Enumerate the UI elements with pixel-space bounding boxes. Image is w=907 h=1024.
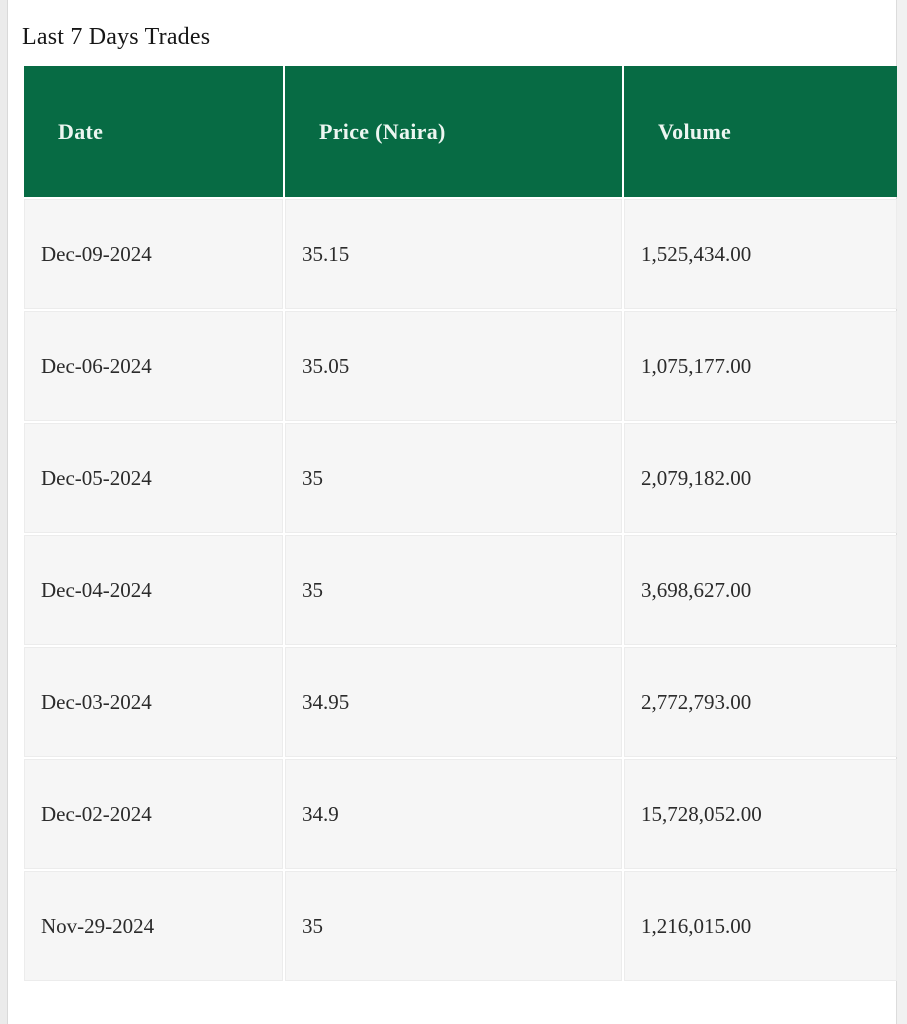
col-header-date: Date	[24, 66, 283, 197]
left-page-gutter	[0, 0, 8, 1024]
table-row: Dec-04-2024 35 3,698,627.00	[24, 535, 897, 645]
table-header-row: Date Price (Naira) Volume	[24, 66, 897, 197]
table-row: Dec-09-2024 35.15 1,525,434.00	[24, 199, 897, 309]
table-row: Dec-05-2024 35 2,079,182.00	[24, 423, 897, 533]
cell-price: 34.95	[285, 647, 622, 757]
table-row: Dec-02-2024 34.9 15,728,052.00	[24, 759, 897, 869]
cell-price: 35.15	[285, 199, 622, 309]
page-content: Last 7 Days Trades Date Price (Naira) Vo…	[8, 0, 897, 983]
col-header-price: Price (Naira)	[285, 66, 622, 197]
col-header-volume: Volume	[624, 66, 897, 197]
cell-date: Dec-02-2024	[24, 759, 283, 869]
table-row: Dec-06-2024 35.05 1,075,177.00	[24, 311, 897, 421]
cell-price: 35.05	[285, 311, 622, 421]
cell-date: Dec-04-2024	[24, 535, 283, 645]
trades-table: Date Price (Naira) Volume Dec-09-2024 35…	[22, 64, 899, 983]
cell-volume: 2,772,793.00	[624, 647, 897, 757]
page-title: Last 7 Days Trades	[22, 24, 211, 50]
cell-volume: 2,079,182.00	[624, 423, 897, 533]
table-row: Nov-29-2024 35 1,216,015.00	[24, 871, 897, 981]
cell-volume: 1,216,015.00	[624, 871, 897, 981]
cell-volume: 3,698,627.00	[624, 535, 897, 645]
cell-date: Nov-29-2024	[24, 871, 283, 981]
cell-price: 35	[285, 535, 622, 645]
cell-date: Dec-06-2024	[24, 311, 283, 421]
cell-date: Dec-09-2024	[24, 199, 283, 309]
cell-price: 35	[285, 423, 622, 533]
cell-price: 34.9	[285, 759, 622, 869]
cell-volume: 15,728,052.00	[624, 759, 897, 869]
table-row: Dec-03-2024 34.95 2,772,793.00	[24, 647, 897, 757]
cell-volume: 1,525,434.00	[624, 199, 897, 309]
cell-date: Dec-03-2024	[24, 647, 283, 757]
cell-date: Dec-05-2024	[24, 423, 283, 533]
cell-volume: 1,075,177.00	[624, 311, 897, 421]
cell-price: 35	[285, 871, 622, 981]
